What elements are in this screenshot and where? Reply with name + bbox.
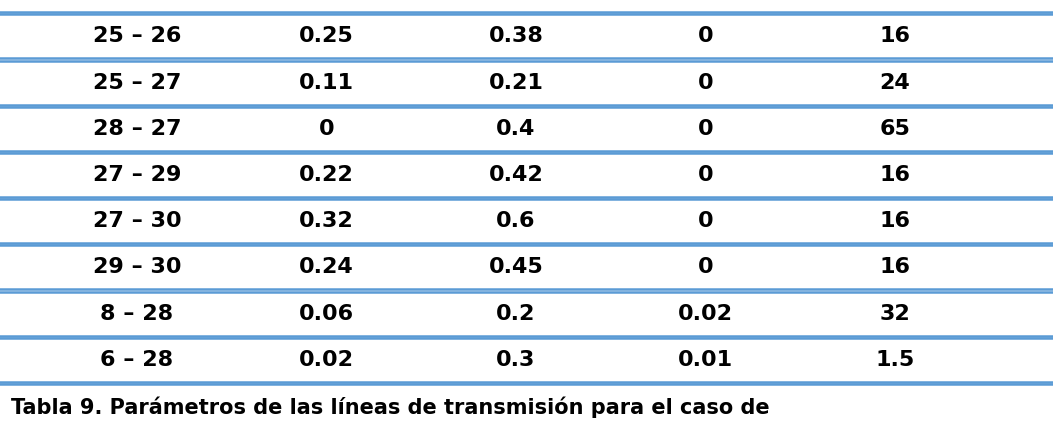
FancyBboxPatch shape xyxy=(0,337,1053,383)
Text: 0: 0 xyxy=(698,211,713,231)
Text: 0.06: 0.06 xyxy=(299,304,354,323)
Text: 0.3: 0.3 xyxy=(496,350,536,370)
Text: 16: 16 xyxy=(879,26,911,46)
Text: 0.38: 0.38 xyxy=(489,26,543,46)
Text: 16: 16 xyxy=(879,257,911,277)
Text: 0.02: 0.02 xyxy=(678,304,733,323)
Text: 0: 0 xyxy=(698,165,713,185)
Text: 0.42: 0.42 xyxy=(489,165,543,185)
Text: 0.11: 0.11 xyxy=(299,73,354,92)
Text: 0.21: 0.21 xyxy=(489,73,543,92)
Text: 28 – 27: 28 – 27 xyxy=(93,119,181,139)
Text: 0: 0 xyxy=(698,26,713,46)
FancyBboxPatch shape xyxy=(0,152,1053,198)
Text: 0.01: 0.01 xyxy=(678,350,733,370)
Text: 24: 24 xyxy=(879,73,911,92)
FancyBboxPatch shape xyxy=(0,106,1053,152)
Text: 0: 0 xyxy=(698,119,713,139)
Text: 0: 0 xyxy=(698,257,713,277)
Text: 1.5: 1.5 xyxy=(875,350,915,370)
Text: Tabla 9. Parámetros de las líneas de transmisión para el caso de: Tabla 9. Parámetros de las líneas de tra… xyxy=(11,396,769,418)
Text: 25 – 26: 25 – 26 xyxy=(93,26,181,46)
Text: 0.25: 0.25 xyxy=(299,26,354,46)
Text: 0.4: 0.4 xyxy=(496,119,536,139)
Text: 29 – 30: 29 – 30 xyxy=(93,257,181,277)
Text: 0.6: 0.6 xyxy=(496,211,536,231)
Text: 65: 65 xyxy=(879,119,911,139)
Text: 25 – 27: 25 – 27 xyxy=(93,73,181,92)
Text: 0: 0 xyxy=(698,73,713,92)
Text: 0.22: 0.22 xyxy=(299,165,354,185)
Text: 0.02: 0.02 xyxy=(299,350,354,370)
Text: 0.2: 0.2 xyxy=(496,304,536,323)
Text: 27 – 30: 27 – 30 xyxy=(93,211,181,231)
Text: 0.24: 0.24 xyxy=(299,257,354,277)
FancyBboxPatch shape xyxy=(0,244,1053,290)
FancyBboxPatch shape xyxy=(0,198,1053,244)
Text: 16: 16 xyxy=(879,165,911,185)
Text: 0: 0 xyxy=(319,119,334,139)
Text: 0.45: 0.45 xyxy=(489,257,543,277)
Text: 0.32: 0.32 xyxy=(299,211,354,231)
Text: 6 – 28: 6 – 28 xyxy=(100,350,174,370)
FancyBboxPatch shape xyxy=(0,59,1053,106)
Text: 32: 32 xyxy=(879,304,911,323)
Text: 16: 16 xyxy=(879,211,911,231)
FancyBboxPatch shape xyxy=(0,290,1053,337)
Text: 8 – 28: 8 – 28 xyxy=(100,304,174,323)
FancyBboxPatch shape xyxy=(0,13,1053,59)
Text: 27 – 29: 27 – 29 xyxy=(93,165,181,185)
